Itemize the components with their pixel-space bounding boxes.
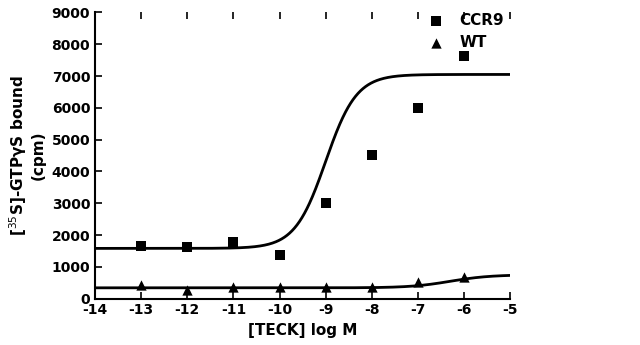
Legend: CCR9, WT: CCR9, WT xyxy=(415,7,510,57)
WT xyxy=(228,284,239,289)
Y-axis label: [$^{35}$S]-GTP$\mathregular{\gamma}$S bound
(cpm): [$^{35}$S]-GTP$\mathregular{\gamma}$S bo… xyxy=(7,75,46,236)
CCR9 xyxy=(367,152,377,158)
WT xyxy=(413,279,423,285)
WT xyxy=(367,284,377,290)
CCR9 xyxy=(136,244,147,249)
WT xyxy=(275,284,285,289)
CCR9 xyxy=(182,244,193,250)
CCR9 xyxy=(228,239,239,245)
CCR9 xyxy=(459,53,469,59)
WT xyxy=(459,274,469,280)
WT xyxy=(321,284,331,289)
CCR9 xyxy=(413,106,423,111)
CCR9 xyxy=(275,252,285,257)
WT xyxy=(136,283,147,288)
WT xyxy=(182,288,193,293)
X-axis label: [TECK] log M: [TECK] log M xyxy=(248,323,357,338)
CCR9 xyxy=(321,200,331,205)
